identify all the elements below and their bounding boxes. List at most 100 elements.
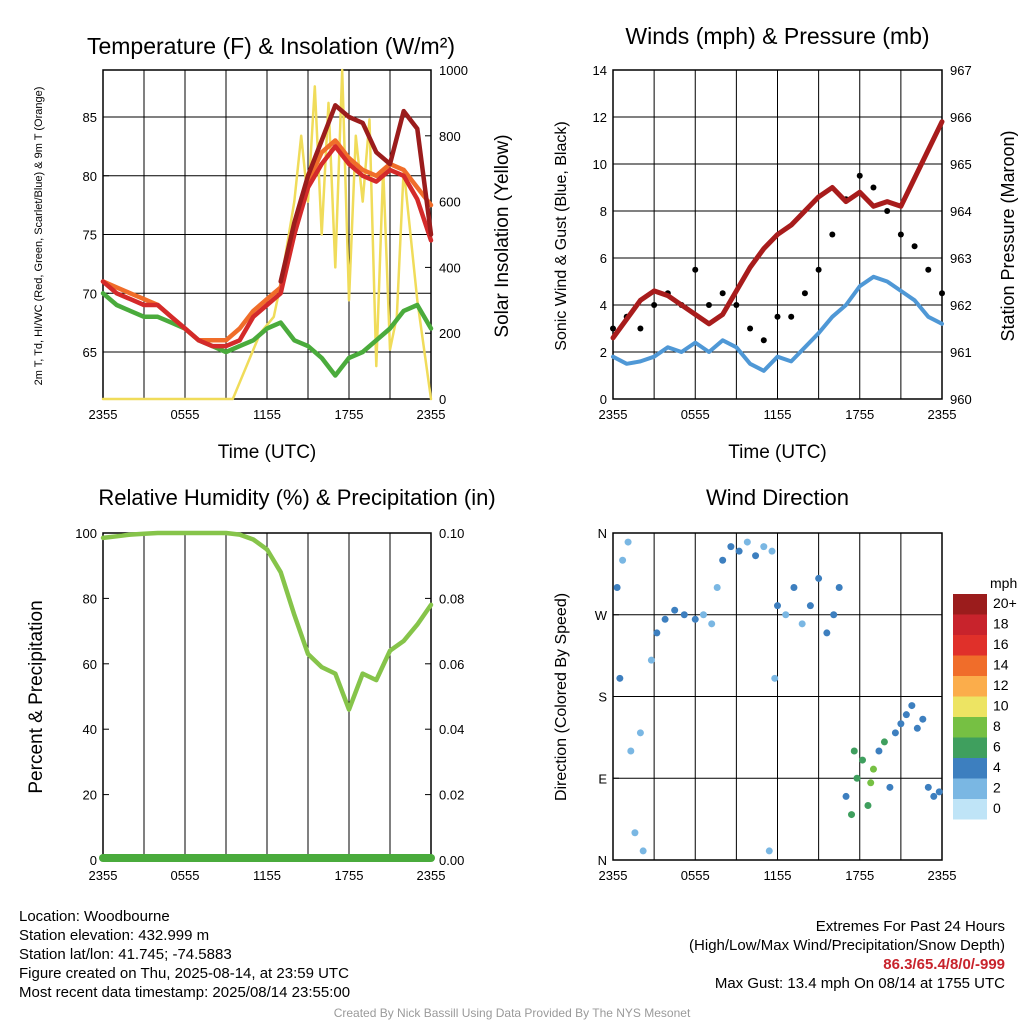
direction-point <box>864 802 872 809</box>
gust-point <box>815 266 822 273</box>
direction-point <box>869 765 877 773</box>
x-axis-label: Time (UTC) <box>218 442 317 463</box>
legend-swatch <box>953 614 987 635</box>
panel-temperature: 2355 0555 1155 1755 2355 65 70 75 80 85 0 200 400 600… <box>33 33 513 463</box>
direction-point <box>771 674 779 682</box>
y-tick-label: 100 <box>75 526 97 541</box>
direction-point <box>735 547 743 555</box>
gust-point <box>637 325 644 332</box>
direction-point <box>768 547 776 555</box>
y-right-tick-label: 0.06 <box>439 657 464 672</box>
direction-point <box>880 738 888 746</box>
extremes-values: 86.3/65.4/8/0/-999 <box>883 956 1005 973</box>
y-tick-label: 6 <box>600 251 607 266</box>
extremes-heading: Extremes For Past 24 Hours <box>815 918 1005 935</box>
legend-label: 18 <box>993 616 1009 632</box>
gust-point <box>939 290 945 297</box>
direction-point <box>848 811 856 819</box>
y-right-axis-label: Station Pressure (Maroon) <box>998 130 1018 341</box>
legend-label: 12 <box>993 677 1009 693</box>
legend-label: 4 <box>993 759 1001 775</box>
y-tick-label: 75 <box>83 228 97 243</box>
gust-point <box>610 325 616 332</box>
direction-point <box>653 629 661 637</box>
y-right-tick-label: 960 <box>950 392 972 407</box>
series-sonic-wind <box>611 274 944 373</box>
panel-winds: 2355 0555 1155 1755 235502468101214960961962… <box>553 23 1018 463</box>
y-tick-label: 80 <box>83 169 97 184</box>
x-tick-label: 2355 <box>89 868 118 883</box>
gust-point <box>719 290 726 297</box>
direction-point <box>823 629 831 637</box>
gust-point <box>705 302 712 308</box>
gust-point <box>856 172 863 179</box>
series-td <box>100 291 434 378</box>
x-tick-label: 2355 <box>599 868 628 883</box>
series-relative-humidity <box>100 530 434 712</box>
x-tick-label: 2355 <box>928 868 957 883</box>
y-axis-label: 2m T, Td, HI/WC (Red, Green, Scarlet/Blu… <box>33 87 45 386</box>
direction-point <box>858 756 866 764</box>
direction-point <box>760 543 768 551</box>
direction-point <box>752 552 760 560</box>
direction-point <box>830 611 838 619</box>
y-right-tick-label: 1000 <box>439 63 468 78</box>
direction-point <box>853 774 861 782</box>
y-tick-label: 8 <box>600 204 607 219</box>
x-tick-label: 2355 <box>89 407 118 422</box>
y-tick-label: N <box>598 853 607 868</box>
direction-point <box>897 720 905 728</box>
gust-point <box>897 231 904 238</box>
direction-point <box>619 556 627 564</box>
y-right-tick-label: 0.02 <box>439 788 464 803</box>
direction-point <box>765 847 773 855</box>
series-2m-t <box>100 144 434 349</box>
y-tick-label: S <box>598 690 607 705</box>
y-tick-label: 60 <box>83 657 97 672</box>
legend-label: 0 <box>993 800 1001 816</box>
direction-point <box>699 611 707 619</box>
series-solar-insolation <box>101 68 433 401</box>
direction-point <box>691 615 699 623</box>
direction-point <box>661 615 669 623</box>
y-right-tick-label: 0 <box>439 392 446 407</box>
max-gust: Max Gust: 13.4 mph On 08/14 at 1755 UTC <box>714 975 1005 992</box>
y-tick-label: 80 <box>83 591 97 606</box>
y-tick-label: 65 <box>83 345 97 360</box>
y-right-tick-label: 963 <box>950 251 972 266</box>
legend-label: 10 <box>993 698 1009 714</box>
direction-point <box>680 611 688 619</box>
direction-point <box>790 584 798 591</box>
y-right-tick-label: 800 <box>439 129 461 144</box>
direction-point <box>627 747 635 755</box>
gust-point <box>651 302 658 308</box>
direction-point <box>850 747 858 755</box>
gust-point <box>692 266 699 273</box>
chart-title: Wind Direction <box>706 485 849 510</box>
station-latlon: Station lat/lon: 41.745; -74.5883 <box>19 946 232 963</box>
x-tick-label: 0555 <box>171 868 200 883</box>
y-tick-label: 70 <box>83 286 97 301</box>
direction-point <box>631 829 639 837</box>
direction-point <box>908 702 916 710</box>
direction-point <box>774 602 781 610</box>
legend-label: 16 <box>993 636 1009 652</box>
x-tick-label: 1755 <box>845 407 874 422</box>
direction-point <box>727 543 735 551</box>
gust-point <box>884 208 891 214</box>
direction-point <box>930 792 938 800</box>
direction-point <box>935 788 943 796</box>
y-right-tick-label: 400 <box>439 260 461 275</box>
station-elevation: Station elevation: 432.999 m <box>19 927 210 944</box>
x-tick-label: 2355 <box>417 868 446 883</box>
legend-swatch <box>953 655 987 676</box>
legend-swatch <box>953 635 987 656</box>
y-tick-label: 40 <box>83 722 97 737</box>
x-tick-label: 0555 <box>681 868 710 883</box>
x-tick-label: 1155 <box>253 868 281 883</box>
x-tick-label: 0555 <box>681 407 710 422</box>
station-location: Location: Woodbourne <box>19 908 170 925</box>
legend-label: 6 <box>993 739 1001 755</box>
x-tick-label: 1755 <box>845 868 874 883</box>
